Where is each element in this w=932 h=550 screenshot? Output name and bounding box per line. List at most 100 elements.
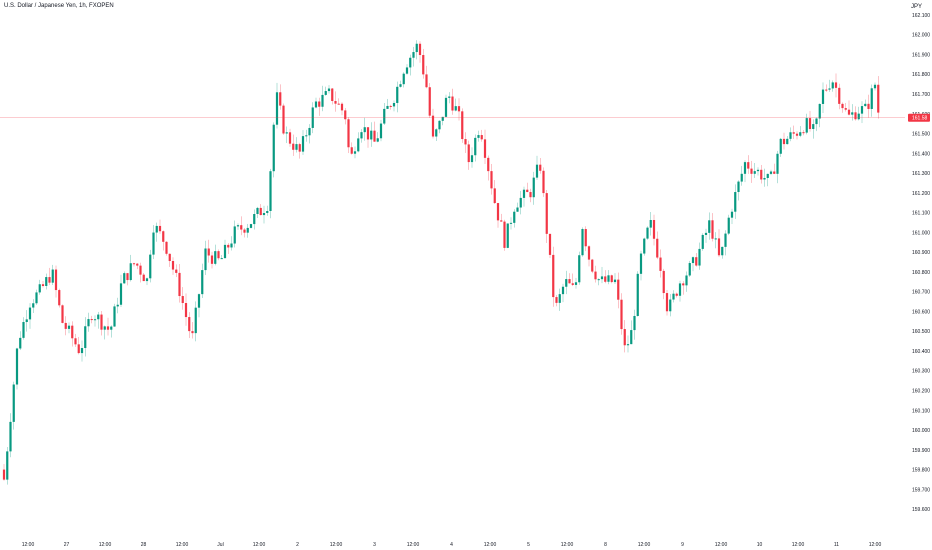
candle-down: [545, 193, 548, 234]
candle-down: [773, 171, 776, 174]
candle-up: [376, 138, 379, 142]
candle-down: [617, 279, 620, 300]
candle-up: [698, 248, 701, 266]
x-tick-label: 11: [834, 542, 839, 548]
candle-down: [71, 325, 74, 339]
candle-down: [802, 132, 805, 134]
candle-down: [568, 279, 571, 284]
x-tick-label: 12:00: [330, 542, 343, 548]
candle-up: [704, 232, 708, 235]
candle-up: [305, 135, 308, 137]
candle-up: [412, 52, 415, 58]
candle-up: [688, 263, 691, 276]
candle-up: [607, 275, 610, 282]
x-tick-label: 12:00: [484, 542, 497, 548]
candle-down: [240, 225, 243, 230]
candle-down: [695, 257, 698, 266]
candle-up: [685, 275, 688, 286]
candle-down: [467, 144, 470, 163]
candle-up: [214, 251, 217, 264]
candle-up: [789, 132, 792, 139]
candle-up: [415, 43, 418, 53]
candle-up: [204, 248, 207, 271]
candle-up: [295, 144, 298, 150]
candle-up: [145, 278, 149, 282]
candle-up: [574, 282, 578, 285]
candle-up: [308, 127, 311, 136]
candle-up: [87, 319, 90, 327]
candle-up: [35, 292, 38, 304]
candle-down: [344, 110, 347, 120]
candle-up: [630, 330, 633, 345]
candle-down: [136, 263, 139, 266]
candle-down: [389, 105, 392, 107]
candle-up: [123, 273, 126, 284]
candle-down: [100, 314, 103, 330]
candle-up: [857, 113, 860, 120]
candle-up: [786, 138, 789, 145]
candle-up: [246, 227, 249, 233]
candle-up: [129, 263, 132, 281]
candle-down: [418, 43, 422, 56]
candle-down: [610, 275, 613, 283]
y-tick-label: 161.100: [912, 211, 930, 217]
candle-up: [477, 135, 480, 138]
candle-down: [77, 344, 80, 354]
candle-up: [103, 326, 106, 330]
candle-down: [760, 169, 763, 180]
candle-down: [867, 103, 870, 109]
candle-up: [805, 118, 808, 133]
candle-up: [734, 192, 737, 212]
candle-up: [815, 118, 818, 125]
candle-down: [184, 303, 188, 318]
candle-down: [54, 269, 58, 291]
candle-down: [298, 144, 301, 152]
candle-down: [834, 82, 838, 88]
candle-down: [175, 269, 178, 273]
candle-down: [659, 257, 662, 271]
candle-down: [496, 203, 500, 221]
x-tick-label: 12:00: [22, 542, 35, 548]
candle-down: [555, 297, 558, 303]
candle-up: [119, 283, 123, 305]
candle-up: [626, 344, 630, 346]
x-axis: 12:00 27 12:00 28 12:00 Jul 12:00 2 12:00 3 12:00 4…: [22, 542, 882, 548]
candle-down: [457, 106, 461, 112]
x-tick-label: 12:00: [176, 542, 189, 548]
candle-up: [223, 244, 227, 259]
candle-down: [334, 101, 337, 104]
candle-down: [90, 319, 93, 321]
candle-up: [80, 348, 84, 354]
y-tick-label: 161.700: [912, 92, 930, 98]
y-tick-label: 159.800: [912, 468, 930, 474]
x-tick-label: 3: [373, 542, 376, 548]
candle-up: [672, 293, 675, 300]
candle-up: [561, 286, 565, 295]
y-tick-label: 161.000: [912, 230, 930, 236]
candle-up: [727, 217, 730, 234]
candle-down: [620, 299, 623, 330]
y-tick-label: 162.100: [912, 13, 930, 19]
candle-down: [503, 221, 506, 248]
candle-up: [864, 103, 867, 107]
y-tick-label: 160.400: [912, 349, 930, 355]
candle-up: [152, 232, 155, 255]
candle-down: [373, 130, 376, 142]
y-tick-label: 160.700: [912, 290, 930, 296]
candle-up: [155, 225, 158, 233]
candle-up: [779, 138, 782, 154]
candle-up: [314, 101, 318, 108]
x-tick-label: 9: [681, 542, 684, 548]
candle-down: [207, 248, 210, 256]
candle-down: [623, 329, 626, 346]
candle-up: [828, 88, 831, 90]
candle-down: [350, 147, 353, 154]
candle-up: [766, 173, 769, 178]
candle-down: [331, 88, 334, 102]
candle-down: [171, 261, 175, 270]
candle-up: [38, 284, 41, 293]
candle-down: [682, 283, 685, 286]
candle-down: [337, 103, 340, 105]
candle-up: [327, 88, 331, 92]
